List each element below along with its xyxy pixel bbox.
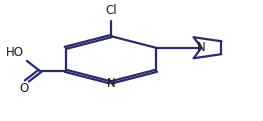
Text: N: N bbox=[197, 41, 206, 54]
Text: N: N bbox=[107, 77, 115, 90]
Text: HO: HO bbox=[6, 46, 24, 59]
Text: Cl: Cl bbox=[105, 4, 117, 17]
Text: O: O bbox=[20, 82, 29, 95]
